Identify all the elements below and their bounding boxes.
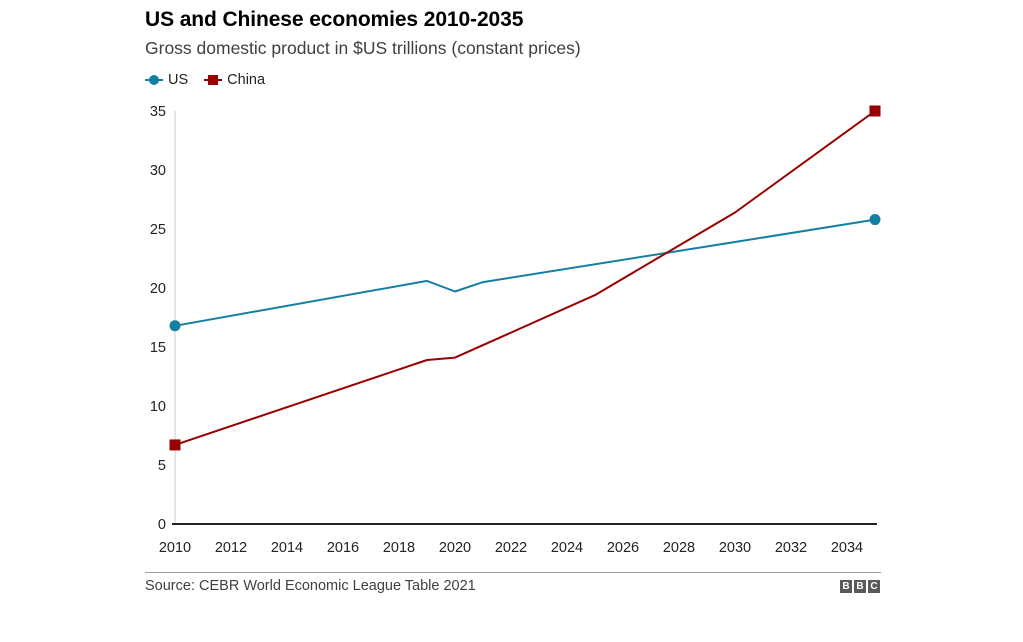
chart-subtitle: Gross domestic product in $US trillions … — [145, 38, 581, 58]
x-tick-label: 2026 — [607, 540, 639, 556]
x-tick-label: 2018 — [383, 540, 415, 556]
x-tick-label: 2020 — [439, 540, 471, 556]
x-tick-label: 2032 — [775, 540, 807, 556]
x-tick-label: 2014 — [271, 540, 303, 556]
circle-marker-icon — [145, 75, 163, 85]
x-tick-label: 2034 — [831, 540, 863, 556]
x-tick-label: 2030 — [719, 540, 751, 556]
x-tick-label: 2010 — [159, 540, 191, 556]
data-point-china — [869, 105, 881, 117]
x-tick-label: 2022 — [495, 540, 527, 556]
legend-item-china: China — [204, 72, 265, 88]
legend-item-us: US — [145, 72, 188, 88]
y-tick-label: 15 — [150, 340, 166, 356]
y-tick-label: 35 — [150, 104, 166, 120]
data-point-us — [869, 214, 881, 226]
series-line-china — [174, 110, 876, 446]
data-point-us — [169, 320, 181, 332]
bbc-logo-letter: C — [868, 580, 880, 593]
footer-divider — [145, 572, 881, 573]
x-tick-label: 2016 — [327, 540, 359, 556]
chart-title: US and Chinese economies 2010-2035 — [145, 8, 524, 31]
legend: US China — [145, 72, 281, 88]
source-note: Source: CEBR World Economic League Table… — [145, 578, 476, 594]
legend-label-china: China — [227, 72, 266, 88]
x-tick-label: 2012 — [215, 540, 247, 556]
data-point-china — [169, 439, 181, 451]
y-tick-label: 20 — [150, 281, 166, 297]
y-tick-label: 0 — [158, 517, 166, 533]
x-tick-label: 2028 — [663, 540, 695, 556]
y-tick-label: 10 — [150, 399, 166, 415]
y-tick-label: 30 — [150, 163, 166, 179]
bbc-logo-letter: B — [854, 580, 866, 593]
square-marker-icon — [204, 75, 223, 85]
x-tick-label: 2024 — [551, 540, 583, 556]
y-tick-label: 25 — [150, 222, 166, 238]
bbc-logo: B B C — [840, 580, 882, 593]
y-tick-label: 5 — [158, 458, 166, 474]
legend-label-us: US — [168, 72, 189, 88]
bbc-logo-letter: B — [840, 580, 852, 593]
series-line-us — [174, 218, 876, 327]
